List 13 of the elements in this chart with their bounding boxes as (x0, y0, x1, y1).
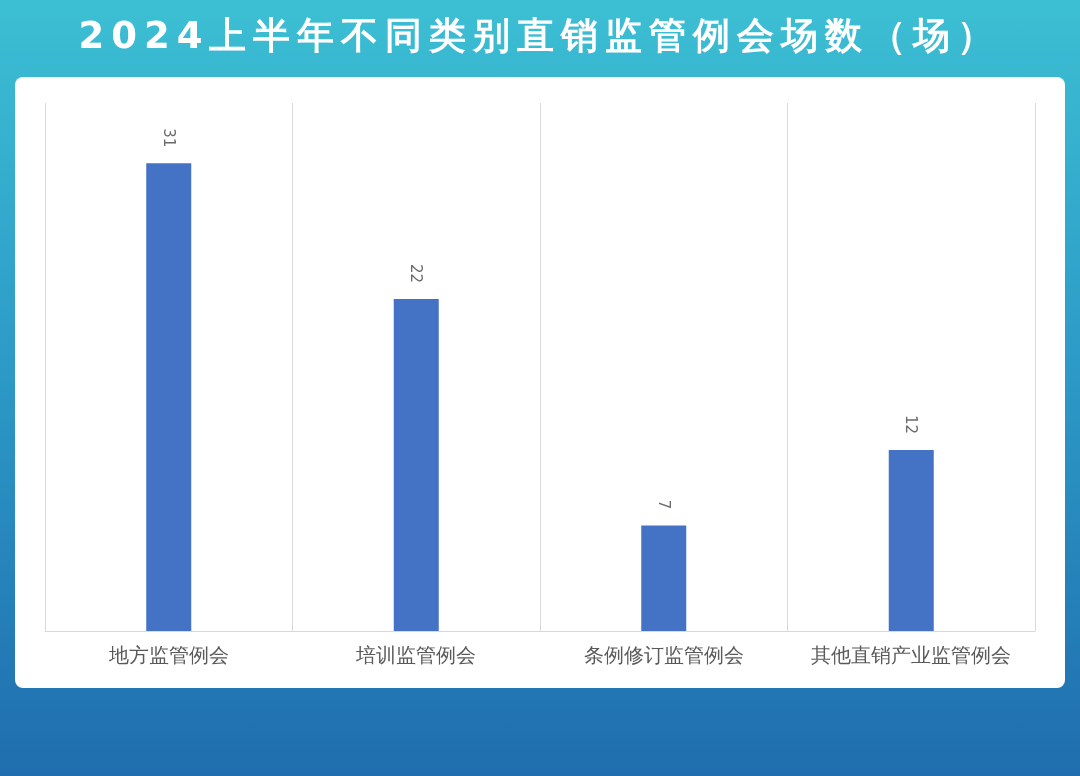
data-label: 22 (407, 264, 426, 284)
bar (641, 525, 687, 631)
x-tick-label: 条例修订监管例会 (583, 643, 744, 667)
data-label: 12 (902, 414, 921, 434)
x-tick-label: 地方监管例会 (107, 643, 229, 667)
bar (146, 163, 192, 631)
bar (393, 299, 439, 631)
x-tick-label: 其他直销产业监管例会 (811, 643, 1012, 667)
data-label: 31 (159, 128, 178, 148)
chart-title: 2024上半年不同类别直销监管例会场数（场） (77, 13, 1003, 59)
bar (888, 449, 934, 631)
data-label: 7 (654, 499, 673, 510)
x-tick-label: 培训监管例会 (355, 643, 477, 667)
